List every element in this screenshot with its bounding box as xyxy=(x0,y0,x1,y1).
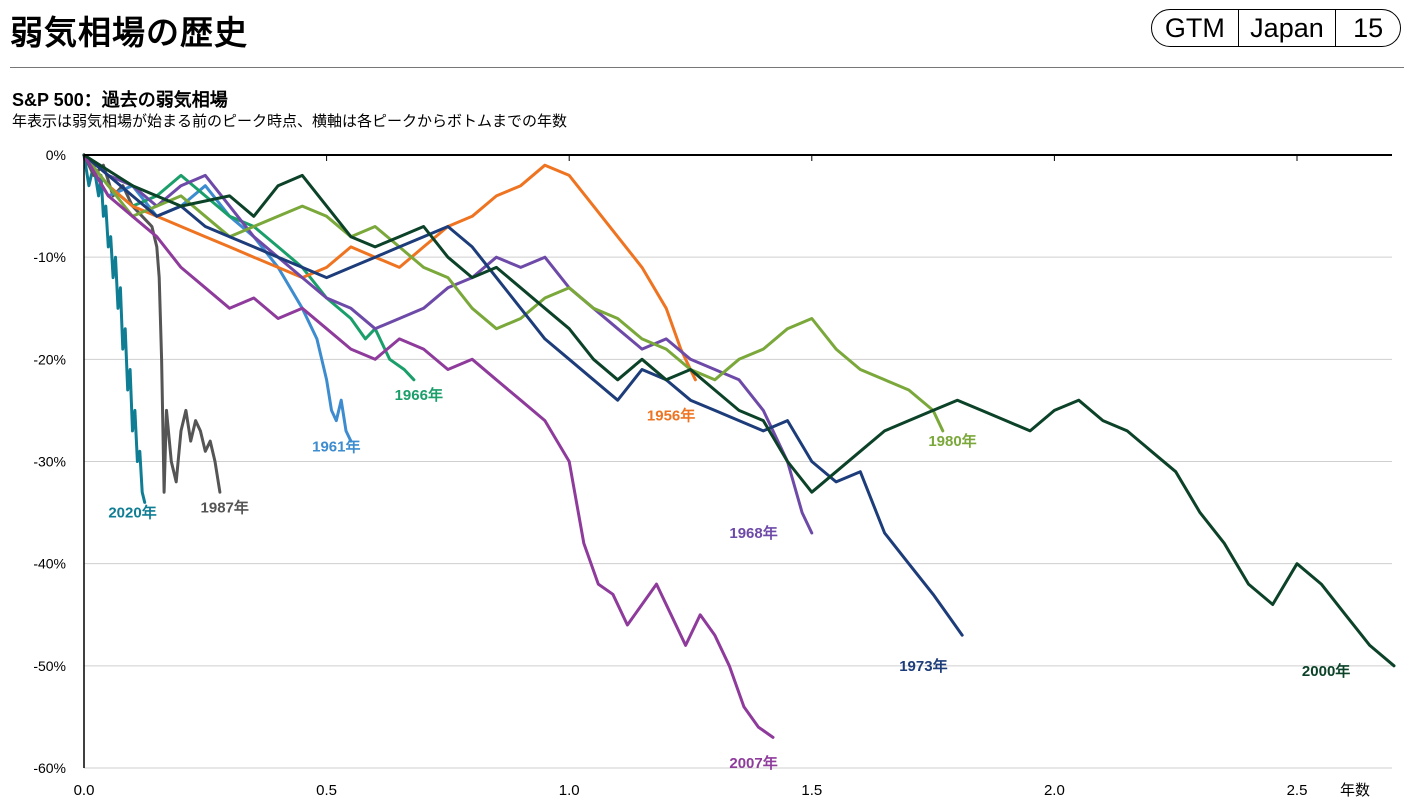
series-line-1987年 xyxy=(82,153,222,494)
series-label: 2000年 xyxy=(1302,662,1350,680)
series-line-2007年 xyxy=(82,153,775,739)
series-labels: 2020年 1987年 1961年 1966年 1956年 1968年 1980年 1973年… xyxy=(108,386,1350,772)
y-tick-label: -20% xyxy=(33,351,66,367)
x-tick-label: 1.0 xyxy=(559,782,580,799)
y-axis-ticks: 0% -10% -20% -30% -40% -50% -60% xyxy=(33,147,66,776)
series-label: 1956年 xyxy=(647,407,695,425)
series-label: 1973年 xyxy=(899,657,947,675)
badge-region: Japan xyxy=(1250,13,1324,43)
x-tick-label: 2.5 xyxy=(1287,782,1308,799)
x-axis-label: 年数 xyxy=(1340,782,1370,799)
series-label: 1968年 xyxy=(729,524,777,542)
x-axis-ticks: 0.0 0.5 1.0 1.5 2.0 2.5 xyxy=(74,155,1308,799)
series-label: 1980年 xyxy=(928,432,976,450)
series-label: 1987年 xyxy=(201,499,249,517)
y-tick-label: -30% xyxy=(33,454,66,470)
y-tick-label: 0% xyxy=(46,147,66,163)
series-label: 1966年 xyxy=(395,386,443,404)
x-tick-label: 0.0 xyxy=(74,782,95,799)
badge-divider xyxy=(1334,10,1337,46)
x-tick-label: 1.5 xyxy=(801,782,822,799)
series-line-2000年 xyxy=(82,153,1396,668)
series-line-1956年 xyxy=(82,153,697,382)
y-tick-label: -10% xyxy=(33,249,66,265)
series-line-1973年 xyxy=(82,153,964,637)
header-divider xyxy=(10,67,1404,68)
series-lines xyxy=(82,153,1396,739)
badge-page-number: 15 xyxy=(1353,13,1384,43)
gtm-badge: GTM Japan 15 xyxy=(1151,9,1401,47)
badge-gtm: GTM xyxy=(1164,13,1225,43)
badge-divider xyxy=(1237,10,1240,46)
series-label: 2007年 xyxy=(729,754,777,772)
x-tick-label: 2.0 xyxy=(1044,782,1065,799)
gridlines xyxy=(84,256,1392,769)
chart-subtitle: S&P 500：過去の弱気相場 xyxy=(12,90,228,110)
y-tick-label: -60% xyxy=(33,760,66,776)
series-line-1968年 xyxy=(82,153,814,535)
x-tick-label: 0.5 xyxy=(316,782,337,799)
series-label: 1961年 xyxy=(312,437,360,455)
chart-caption: 年表示は弱気相場が始まる前のピーク時点、横軸は各ピークからボトムまでの年数 xyxy=(12,113,568,130)
series-label: 2020年 xyxy=(108,504,156,522)
y-tick-label: -50% xyxy=(33,658,66,674)
y-tick-label: -40% xyxy=(33,556,66,572)
page-title: 弱気相場の歴史 xyxy=(10,14,248,51)
